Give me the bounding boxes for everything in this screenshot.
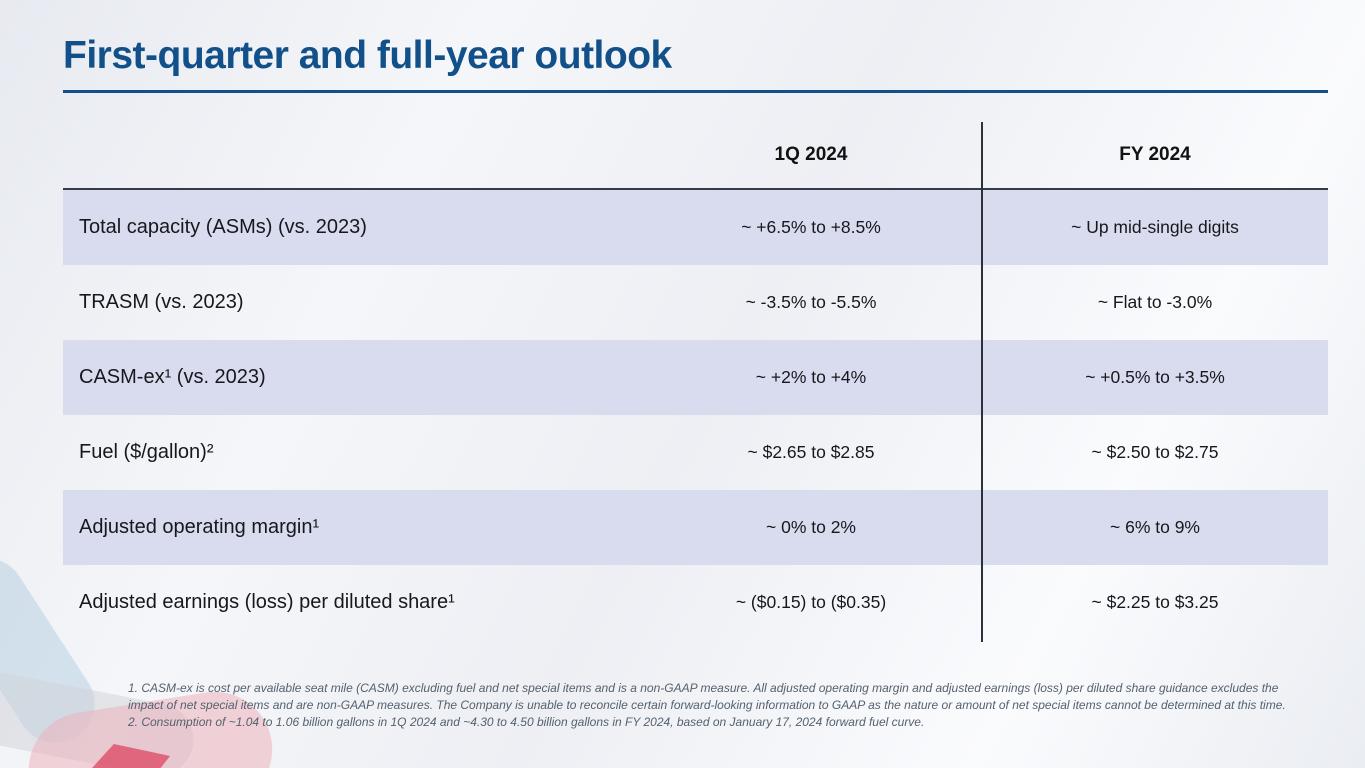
footnote-2: 2. Consumption of ~1.04 to 1.06 billion … bbox=[128, 714, 925, 729]
row-label: TRASM (vs. 2023) bbox=[79, 291, 244, 313]
row-fy-value: ~ $2.25 to $3.25 bbox=[1091, 592, 1219, 612]
row-fy-value: ~ 6% to 9% bbox=[1110, 517, 1200, 537]
footnote-1: 1. CASM-ex is cost per available seat mi… bbox=[128, 681, 1286, 712]
row-1q-value: ~ +6.5% to +8.5% bbox=[741, 217, 881, 237]
row-label: CASM-ex¹ (vs. 2023) bbox=[79, 366, 266, 388]
table-row: Adjusted earnings (loss) per diluted sha… bbox=[63, 565, 1328, 640]
row-1q-value: ~ -3.5% to -5.5% bbox=[745, 292, 877, 312]
row-fy-value: ~ +0.5% to +3.5% bbox=[1085, 367, 1225, 387]
row-fy-value: ~ $2.50 to $2.75 bbox=[1091, 442, 1219, 462]
table-row: Total capacity (ASMs) (vs. 2023) ~ +6.5%… bbox=[63, 190, 1328, 265]
table-header-row: 1Q 2024 FY 2024 bbox=[63, 122, 1328, 190]
header-fy-2024: FY 2024 bbox=[1119, 144, 1191, 165]
watermark-flight-symbol-red-icon bbox=[92, 744, 170, 768]
row-fy-value: ~ Up mid-single digits bbox=[1071, 217, 1239, 237]
header-1q-2024: 1Q 2024 bbox=[774, 144, 848, 165]
row-label: Total capacity (ASMs) (vs. 2023) bbox=[79, 216, 367, 238]
table-row: Fuel ($/gallon)² ~ $2.65 to $2.85 ~ $2.5… bbox=[63, 415, 1328, 490]
table-row: TRASM (vs. 2023) ~ -3.5% to -5.5% ~ Flat… bbox=[63, 265, 1328, 340]
row-fy-value: ~ Flat to -3.0% bbox=[1097, 292, 1213, 312]
page-title: First-quarter and full-year outlook bbox=[63, 34, 672, 77]
row-1q-value: ~ ($0.15) to ($0.35) bbox=[735, 592, 887, 612]
row-1q-value: ~ $2.65 to $2.85 bbox=[747, 442, 875, 462]
row-1q-value: ~ +2% to +4% bbox=[755, 367, 867, 387]
row-label: Adjusted earnings (loss) per diluted sha… bbox=[79, 591, 455, 613]
title-underline bbox=[63, 90, 1328, 93]
table-row: CASM-ex¹ (vs. 2023) ~ +2% to +4% ~ +0.5%… bbox=[63, 340, 1328, 415]
row-1q-value: ~ 0% to 2% bbox=[766, 517, 856, 537]
row-label: Fuel ($/gallon)² bbox=[79, 441, 214, 463]
outlook-table: 1Q 2024 FY 2024 Total capacity (ASMs) (v… bbox=[63, 122, 1328, 642]
row-label: Adjusted operating margin¹ bbox=[79, 516, 320, 538]
table-row: Adjusted operating margin¹ ~ 0% to 2% ~ … bbox=[63, 490, 1328, 565]
footnotes: 1. CASM-ex is cost per available seat mi… bbox=[128, 680, 1286, 730]
column-divider-line bbox=[981, 122, 983, 642]
